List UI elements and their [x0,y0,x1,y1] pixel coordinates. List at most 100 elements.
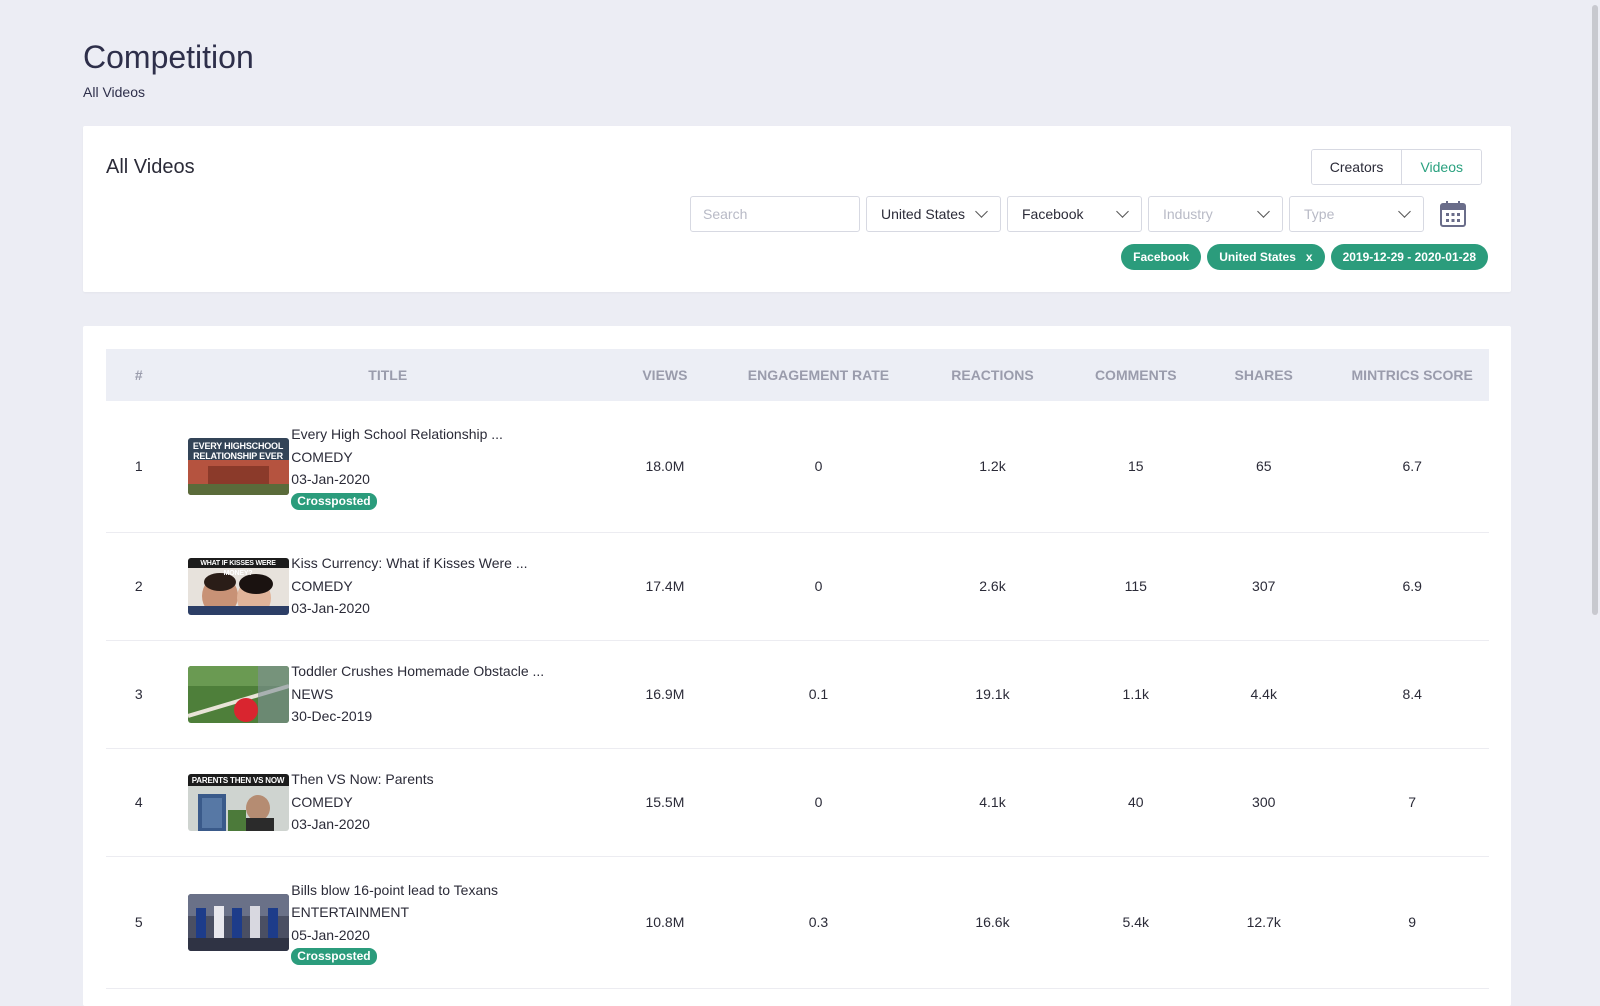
video-date: 03-Jan-2020 [291,600,370,617]
title-cell: Then VS Now: Parents COMEDY 03-Jan-2020 [291,748,599,857]
video-title[interactable]: Every High School Relationship ... [291,426,503,442]
chevron-down-icon [975,205,988,218]
filter-bar: United States Facebook Industry Type [690,196,1468,232]
page-header: Competition All Videos [83,38,254,100]
shares-cell: 4.4k [1192,640,1336,749]
video-thumbnail[interactable]: PARENTS THEN VS NOW [187,773,289,831]
row-number: 1 [106,401,172,533]
video-thumbnail[interactable] [187,665,289,723]
filter-chip-date-range[interactable]: 2019-12-29 - 2020-01-28 [1330,244,1488,270]
platform-select-value: Facebook [1022,206,1084,222]
crossposted-badge: Crossposted [291,948,377,966]
title-cell: Bills blow 16-point lead to Texans ENTER… [291,856,599,989]
filter-chip-label: Facebook [1133,250,1190,264]
column-header-thumb [172,349,292,401]
video-date: 03-Jan-2020 [291,816,370,833]
videos-table: # TITLE VIEWS ENGAGEMENT RATE REACTIONS … [106,349,1489,989]
industry-select-placeholder: Industry [1163,206,1213,222]
videos-toggle-button[interactable]: Videos [1402,150,1481,184]
table-row[interactable]: 1 EVERY HIGHSCHOOL RELATIONSHIP EVER [106,401,1489,533]
column-header-reactions[interactable]: REACTIONS [951,367,1034,383]
video-title[interactable]: Kiss Currency: What if Kisses Were ... [291,555,528,572]
thumbnail-cell [171,856,292,989]
chevron-down-icon [1116,205,1129,218]
column-header-title[interactable]: TITLE [368,367,408,383]
table-row[interactable]: 4 PARENTS THEN VS NOW [106,748,1489,857]
engagement-cell: 0 [731,532,906,641]
column-header-shares[interactable]: SHARES [1234,367,1293,383]
reactions-cell: 16.6k [905,856,1080,989]
type-select[interactable]: Type [1289,196,1424,232]
video-category: COMEDY [291,577,353,594]
engagement-cell: 0.1 [731,640,906,749]
video-thumbnail[interactable]: EVERY HIGHSCHOOL RELATIONSHIP EVER [187,437,289,495]
score-cell: 6.7 [1335,401,1489,533]
score-cell: 6.9 [1335,532,1489,641]
remove-chip-icon[interactable]: x [1305,250,1313,264]
video-thumbnail[interactable]: WHAT IF KISSES WERE MONEY? [187,557,289,615]
column-header-mintrics-score[interactable]: MINTRICS SCORE [1351,367,1473,383]
comments-cell: 1.1k [1079,640,1193,749]
score-cell: 7 [1335,748,1489,857]
scrollbar-thumb[interactable] [1592,5,1598,615]
reactions-cell: 19.1k [905,640,1080,749]
views-cell: 16.9M [598,640,732,749]
thumbnail-cell: EVERY HIGHSCHOOL RELATIONSHIP EVER [171,401,292,533]
views-cell: 17.4M [598,532,732,641]
reactions-cell: 1.2k [905,401,1080,533]
active-filter-chips: Facebook United States x 2019-12-29 - 20… [1121,244,1488,270]
page-subtitle: All Videos [83,84,146,100]
shares-cell: 300 [1192,748,1336,857]
shares-cell: 12.7k [1192,856,1336,989]
shares-cell: 307 [1192,532,1336,641]
creators-toggle-button[interactable]: Creators [1311,150,1403,184]
video-category: COMEDY [291,448,353,465]
filter-chip-platform[interactable]: Facebook [1121,244,1202,270]
country-select[interactable]: United States [866,196,1001,232]
row-number: 5 [106,856,172,989]
views-cell: 10.8M [598,856,732,989]
column-header-engagement-rate[interactable]: ENGAGEMENT RATE [747,367,890,383]
table-header-row: # TITLE VIEWS ENGAGEMENT RATE REACTIONS … [106,349,1489,401]
filter-chip-country[interactable]: United States x [1207,244,1325,270]
comments-cell: 5.4k [1079,856,1193,989]
thumbnail-caption: WHAT IF KISSES WERE MONEY? [200,559,276,577]
table-row[interactable]: 2 WHAT IF KISSES WERE MONEY? [106,532,1489,641]
table-row[interactable]: 3 Toddler Crushes Homemade Obstacle ... [106,640,1489,749]
column-header-comments[interactable]: COMMENTS [1094,367,1177,383]
comments-cell: 15 [1079,401,1193,533]
platform-select[interactable]: Facebook [1007,196,1142,232]
column-header-views[interactable]: VIEWS [642,367,688,383]
filter-chip-label: 2019-12-29 - 2020-01-28 [1342,250,1476,264]
industry-select[interactable]: Industry [1148,196,1283,232]
column-header-num[interactable]: # [134,367,143,383]
score-cell: 9 [1335,856,1489,989]
thumbnail-cell: PARENTS THEN VS NOW [171,748,292,857]
video-category: NEWS [291,685,334,702]
video-category: COMEDY [291,793,353,810]
page-scrollbar[interactable] [1592,0,1600,977]
country-select-value: United States [881,206,966,222]
video-title[interactable]: Toddler Crushes Homemade Obstacle ... [291,663,545,680]
score-cell: 8.4 [1335,640,1489,749]
row-number: 2 [106,532,172,641]
thumbnail-caption: PARENTS THEN VS NOW [191,775,285,785]
engagement-cell: 0 [731,748,906,857]
videos-table-card: # TITLE VIEWS ENGAGEMENT RATE REACTIONS … [83,326,1511,1006]
video-title[interactable]: Then VS Now: Parents [291,771,434,788]
row-number: 4 [106,748,172,857]
reactions-cell: 4.1k [905,748,1080,857]
video-title[interactable]: Bills blow 16-point lead to Texans [291,881,499,898]
page-title: Competition [83,39,254,75]
video-date: 03-Jan-2020 [291,471,370,487]
video-thumbnail[interactable] [187,893,289,951]
engagement-cell: 0 [731,401,906,533]
filter-card: All Videos Creators Videos United States… [83,126,1511,292]
search-input[interactable] [690,196,860,232]
comments-cell: 115 [1079,532,1193,641]
calendar-icon[interactable] [1438,199,1468,229]
type-select-placeholder: Type [1304,206,1335,222]
title-cell: Kiss Currency: What if Kisses Were ... C… [291,532,599,641]
table-row[interactable]: 5 [106,856,1489,989]
video-date: 05-Jan-2020 [291,926,370,943]
